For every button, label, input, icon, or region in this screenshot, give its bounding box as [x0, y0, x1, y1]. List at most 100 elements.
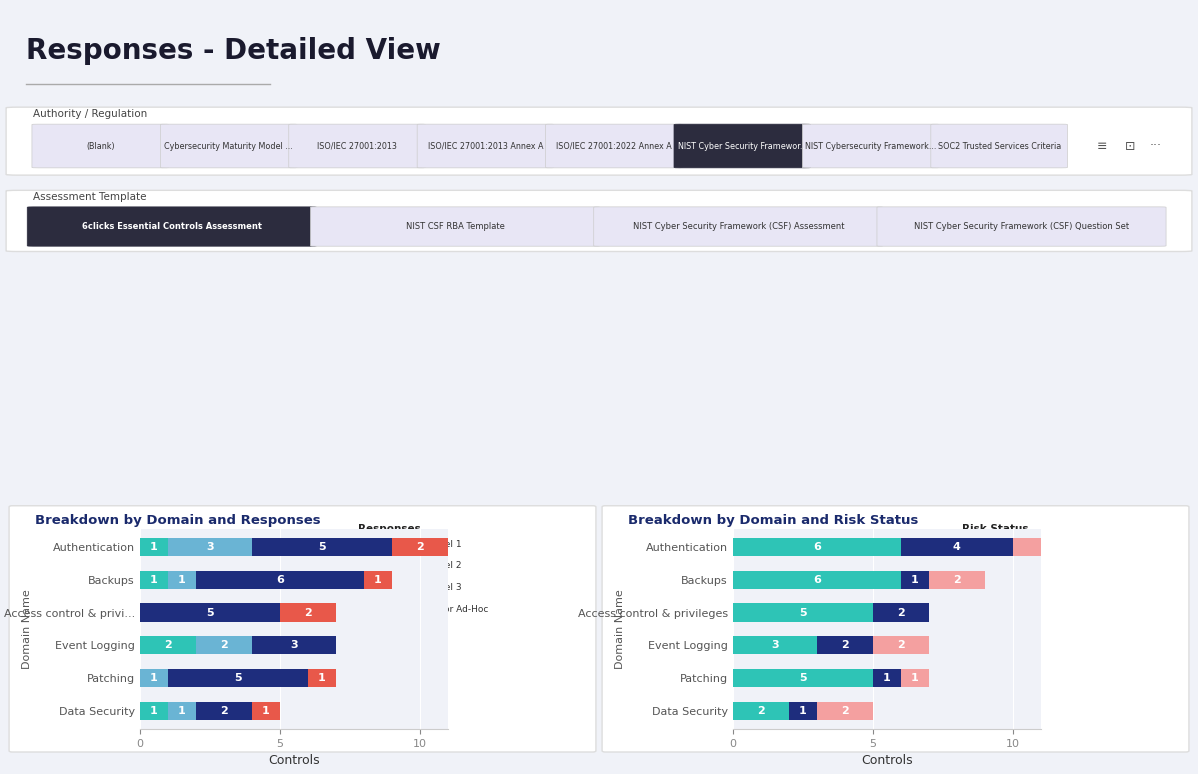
Text: 2: 2 [841, 640, 848, 650]
Text: 1: 1 [150, 706, 158, 716]
FancyBboxPatch shape [161, 124, 297, 168]
Bar [1012, 538, 1096, 556]
Text: 5: 5 [799, 608, 806, 618]
Bar [788, 702, 817, 720]
Text: 2: 2 [416, 542, 424, 552]
Text: Risk Status: Risk Status [962, 524, 1029, 534]
Bar [901, 669, 928, 687]
Text: NIST Cyber Security Framework (CSF) Question Set: NIST Cyber Security Framework (CSF) Ques… [914, 222, 1129, 231]
Circle shape [359, 605, 380, 615]
Bar [140, 702, 168, 720]
Bar [140, 604, 280, 622]
Text: High: High [992, 584, 1014, 592]
Bar [733, 702, 788, 720]
Circle shape [359, 562, 380, 570]
Bar [168, 702, 195, 720]
Text: 1: 1 [150, 575, 158, 584]
Bar [195, 636, 252, 654]
Circle shape [359, 584, 380, 592]
Bar [733, 570, 901, 589]
Text: 2: 2 [220, 640, 228, 650]
FancyBboxPatch shape [674, 124, 811, 168]
FancyBboxPatch shape [603, 505, 1188, 752]
Text: 2: 2 [164, 640, 171, 650]
FancyBboxPatch shape [28, 207, 316, 246]
Text: Maturity Level 1: Maturity Level 1 [388, 539, 461, 549]
Text: 1: 1 [179, 706, 186, 716]
Text: 2: 2 [841, 706, 848, 716]
FancyBboxPatch shape [417, 124, 553, 168]
Text: Responses - Detailed View: Responses - Detailed View [26, 37, 441, 65]
Text: Cybersecurity Maturity Model ...: Cybersecurity Maturity Model ... [164, 142, 294, 150]
Text: 1: 1 [374, 575, 382, 584]
Text: NIST Cyber Security Framework (CSF) Assessment: NIST Cyber Security Framework (CSF) Asse… [633, 222, 845, 231]
Text: 2: 2 [897, 640, 904, 650]
Text: ···: ··· [1150, 139, 1162, 152]
Text: 6clicks Essential Controls Assessment: 6clicks Essential Controls Assessment [81, 222, 262, 231]
Bar [195, 570, 364, 589]
Text: 3: 3 [1051, 542, 1059, 552]
Text: 6: 6 [276, 575, 284, 584]
Circle shape [963, 584, 985, 592]
Text: 4: 4 [952, 542, 961, 552]
Text: 2: 2 [220, 706, 228, 716]
Bar [140, 570, 168, 589]
FancyBboxPatch shape [310, 207, 599, 246]
Bar [140, 669, 168, 687]
Bar [252, 636, 335, 654]
Text: 2: 2 [952, 575, 961, 584]
FancyBboxPatch shape [803, 124, 939, 168]
Text: 1: 1 [179, 575, 186, 584]
Bar [901, 538, 1012, 556]
Text: 5: 5 [206, 608, 213, 618]
X-axis label: Controls: Controls [268, 754, 320, 767]
Text: Maturity Level 3: Maturity Level 3 [388, 584, 461, 592]
Bar [733, 538, 901, 556]
FancyBboxPatch shape [32, 124, 169, 168]
FancyBboxPatch shape [931, 124, 1067, 168]
Bar [392, 538, 448, 556]
Text: SOC2 Trusted Services Criteria: SOC2 Trusted Services Criteria [938, 142, 1060, 150]
Bar [195, 702, 252, 720]
Text: 5: 5 [234, 673, 242, 683]
Text: 1: 1 [262, 706, 270, 716]
Text: 1: 1 [317, 673, 326, 683]
FancyBboxPatch shape [877, 207, 1166, 246]
Text: ≡: ≡ [1096, 139, 1107, 152]
Text: Authority / Regulation: Authority / Regulation [34, 108, 147, 118]
Text: Assessment Template: Assessment Template [34, 192, 146, 201]
FancyBboxPatch shape [6, 107, 1192, 175]
FancyBboxPatch shape [545, 124, 682, 168]
Text: 1: 1 [799, 706, 806, 716]
Text: Medium: Medium [992, 561, 1029, 570]
Text: 1: 1 [883, 673, 890, 683]
Circle shape [963, 562, 985, 570]
Text: (Blank): (Blank) [86, 142, 115, 150]
Text: 3: 3 [206, 542, 213, 552]
Bar [364, 570, 392, 589]
Text: NIST Cyber Security Framewor...: NIST Cyber Security Framewor... [678, 142, 807, 150]
FancyBboxPatch shape [594, 207, 883, 246]
Text: 1: 1 [150, 542, 158, 552]
Text: Maturity Level 2: Maturity Level 2 [388, 561, 461, 570]
Bar [817, 702, 873, 720]
Bar [733, 604, 873, 622]
FancyBboxPatch shape [10, 505, 595, 752]
Text: Domain Name: Domain Name [22, 589, 31, 669]
Text: 3: 3 [290, 640, 297, 650]
Bar [252, 538, 392, 556]
Text: NIST Cybersecurity Framework...: NIST Cybersecurity Framework... [805, 142, 937, 150]
Text: ISO/IEC 27001:2013: ISO/IEC 27001:2013 [317, 142, 397, 150]
Text: Low: Low [992, 539, 1010, 549]
Text: 2: 2 [304, 608, 311, 618]
Bar [873, 669, 901, 687]
Bar [140, 636, 195, 654]
Text: 5: 5 [799, 673, 806, 683]
Text: Domain Name: Domain Name [615, 589, 624, 669]
Text: 3: 3 [772, 640, 779, 650]
Text: ISO/IEC 27001:2013 Annex A: ISO/IEC 27001:2013 Annex A [428, 142, 543, 150]
Text: 1: 1 [910, 575, 919, 584]
Text: Breakdown by Domain and Risk Status: Breakdown by Domain and Risk Status [628, 514, 919, 527]
Text: 2: 2 [897, 608, 904, 618]
Text: No Maturity or Ad-Hoc: No Maturity or Ad-Hoc [388, 605, 489, 615]
